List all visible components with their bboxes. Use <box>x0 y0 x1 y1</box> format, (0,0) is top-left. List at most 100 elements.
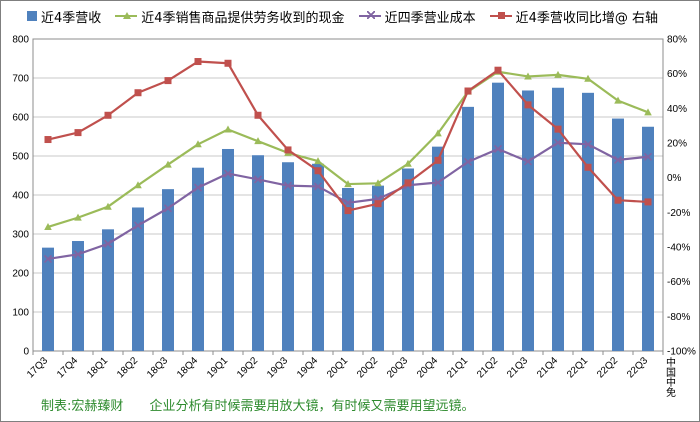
point-marker <box>433 178 443 187</box>
bar <box>312 163 324 351</box>
point-marker <box>404 179 412 187</box>
x-tick-label: 19Q4 <box>295 355 320 380</box>
point-marker <box>344 207 352 215</box>
point-marker <box>283 181 293 190</box>
legend-swatch-cost <box>358 10 381 22</box>
point-marker <box>494 66 502 74</box>
bar <box>642 126 654 351</box>
legend-swatch-revenue <box>27 11 37 21</box>
point-marker <box>164 160 172 168</box>
y-right-tick-label: -80% <box>667 312 690 323</box>
point-marker <box>74 213 82 221</box>
point-marker <box>374 200 382 208</box>
footer: 制表:宏赫臻财 企业分析有时候需要用放大镜，有时候又需要用望远镜。 <box>41 395 475 414</box>
point-marker <box>404 159 412 167</box>
point-marker <box>193 183 203 192</box>
y-left-tick-label: 300 <box>12 230 29 241</box>
legend: 近4季营收 近4季销售商品提供劳务收到的现金 近四季营业成本 近4季营收同比增@… <box>27 3 658 29</box>
x-tick-label: 17Q4 <box>55 355 80 380</box>
point-marker <box>614 96 622 104</box>
point-marker <box>524 101 532 109</box>
y-right-tick-label: 0% <box>667 173 682 184</box>
point-marker <box>583 140 593 149</box>
point-marker <box>104 111 112 119</box>
legend-swatch-yoy <box>489 10 512 22</box>
bar <box>102 229 114 351</box>
point-marker <box>104 202 112 210</box>
bar <box>192 167 204 351</box>
point-marker <box>463 157 473 166</box>
y-right-tick-label: 80% <box>667 35 687 46</box>
x-tick-label: 21Q1 <box>445 355 470 380</box>
point-marker <box>223 169 233 178</box>
y-right-tick-label: 20% <box>667 139 687 150</box>
point-marker <box>434 156 442 164</box>
x-tick-label: 18Q4 <box>175 355 200 380</box>
footer-maker: 制表:宏赫臻财 <box>41 399 124 414</box>
y-right-tick-label: 40% <box>667 104 687 115</box>
y-right-tick-label: 60% <box>667 69 687 80</box>
point-marker <box>253 175 263 184</box>
point-marker <box>434 129 442 137</box>
legend-label-cash: 近4季销售商品提供劳务收到的现金 <box>141 10 345 26</box>
point-marker <box>284 146 292 154</box>
bar <box>252 155 264 351</box>
point-marker <box>553 138 563 147</box>
bar <box>522 90 534 351</box>
point-marker <box>254 137 262 145</box>
x-tick-label: 20Q3 <box>385 355 410 380</box>
bar <box>132 207 144 351</box>
y-left-tick-label: 0 <box>23 347 29 358</box>
point-marker <box>643 152 653 161</box>
bar <box>612 118 624 351</box>
x-tick-label: 22Q2 <box>595 355 620 380</box>
x-tick-label: 18Q3 <box>145 355 170 380</box>
bar <box>72 241 84 351</box>
y-right-tick-label: -40% <box>667 243 690 254</box>
y-left-tick-label: 100 <box>12 308 29 319</box>
point-marker <box>43 254 53 264</box>
point-marker <box>644 198 652 206</box>
x-tick-label: 18Q1 <box>85 355 110 380</box>
x-tick-label: 19Q1 <box>205 355 230 380</box>
x-tick-label: 18Q2 <box>115 355 140 380</box>
legend-label-cost: 近四季营业成本 <box>384 10 476 26</box>
bar <box>372 185 384 351</box>
point-marker <box>194 140 202 148</box>
point-marker <box>554 125 562 133</box>
point-marker <box>134 89 142 97</box>
source-label: 中国中免 <box>664 356 676 397</box>
bar <box>402 168 414 351</box>
x-tick-label: 21Q4 <box>535 355 560 380</box>
point-marker <box>73 250 83 259</box>
x-tick-label: 20Q1 <box>325 355 350 380</box>
y-left-tick-label: 800 <box>12 35 29 46</box>
point-marker <box>44 222 52 230</box>
y-left-tick-label: 600 <box>12 113 29 124</box>
bar <box>282 162 294 351</box>
point-marker <box>134 181 142 189</box>
legend-swatch-cash <box>115 10 138 22</box>
legend-label-revenue: 近4季营收 <box>41 10 102 26</box>
point-marker <box>374 179 382 187</box>
point-marker <box>314 157 322 165</box>
point-marker <box>224 59 232 67</box>
legend-item-cost: 近四季营业成本 <box>358 7 476 26</box>
point-marker <box>194 58 202 66</box>
point-marker <box>584 74 592 82</box>
bar <box>552 87 564 351</box>
point-marker <box>164 77 172 85</box>
point-marker <box>493 144 503 154</box>
bar <box>432 146 444 351</box>
y-left-tick-label: 200 <box>12 269 29 280</box>
point-marker <box>344 180 352 188</box>
point-marker <box>524 72 532 80</box>
y-left-tick-label: 700 <box>12 74 29 85</box>
point-marker <box>343 198 353 207</box>
y-left-tick-label: 400 <box>12 191 29 202</box>
point-marker <box>613 155 623 164</box>
x-tick-label: 19Q3 <box>265 355 290 380</box>
y-right-tick-label: -60% <box>667 277 690 288</box>
point-marker <box>314 167 322 175</box>
